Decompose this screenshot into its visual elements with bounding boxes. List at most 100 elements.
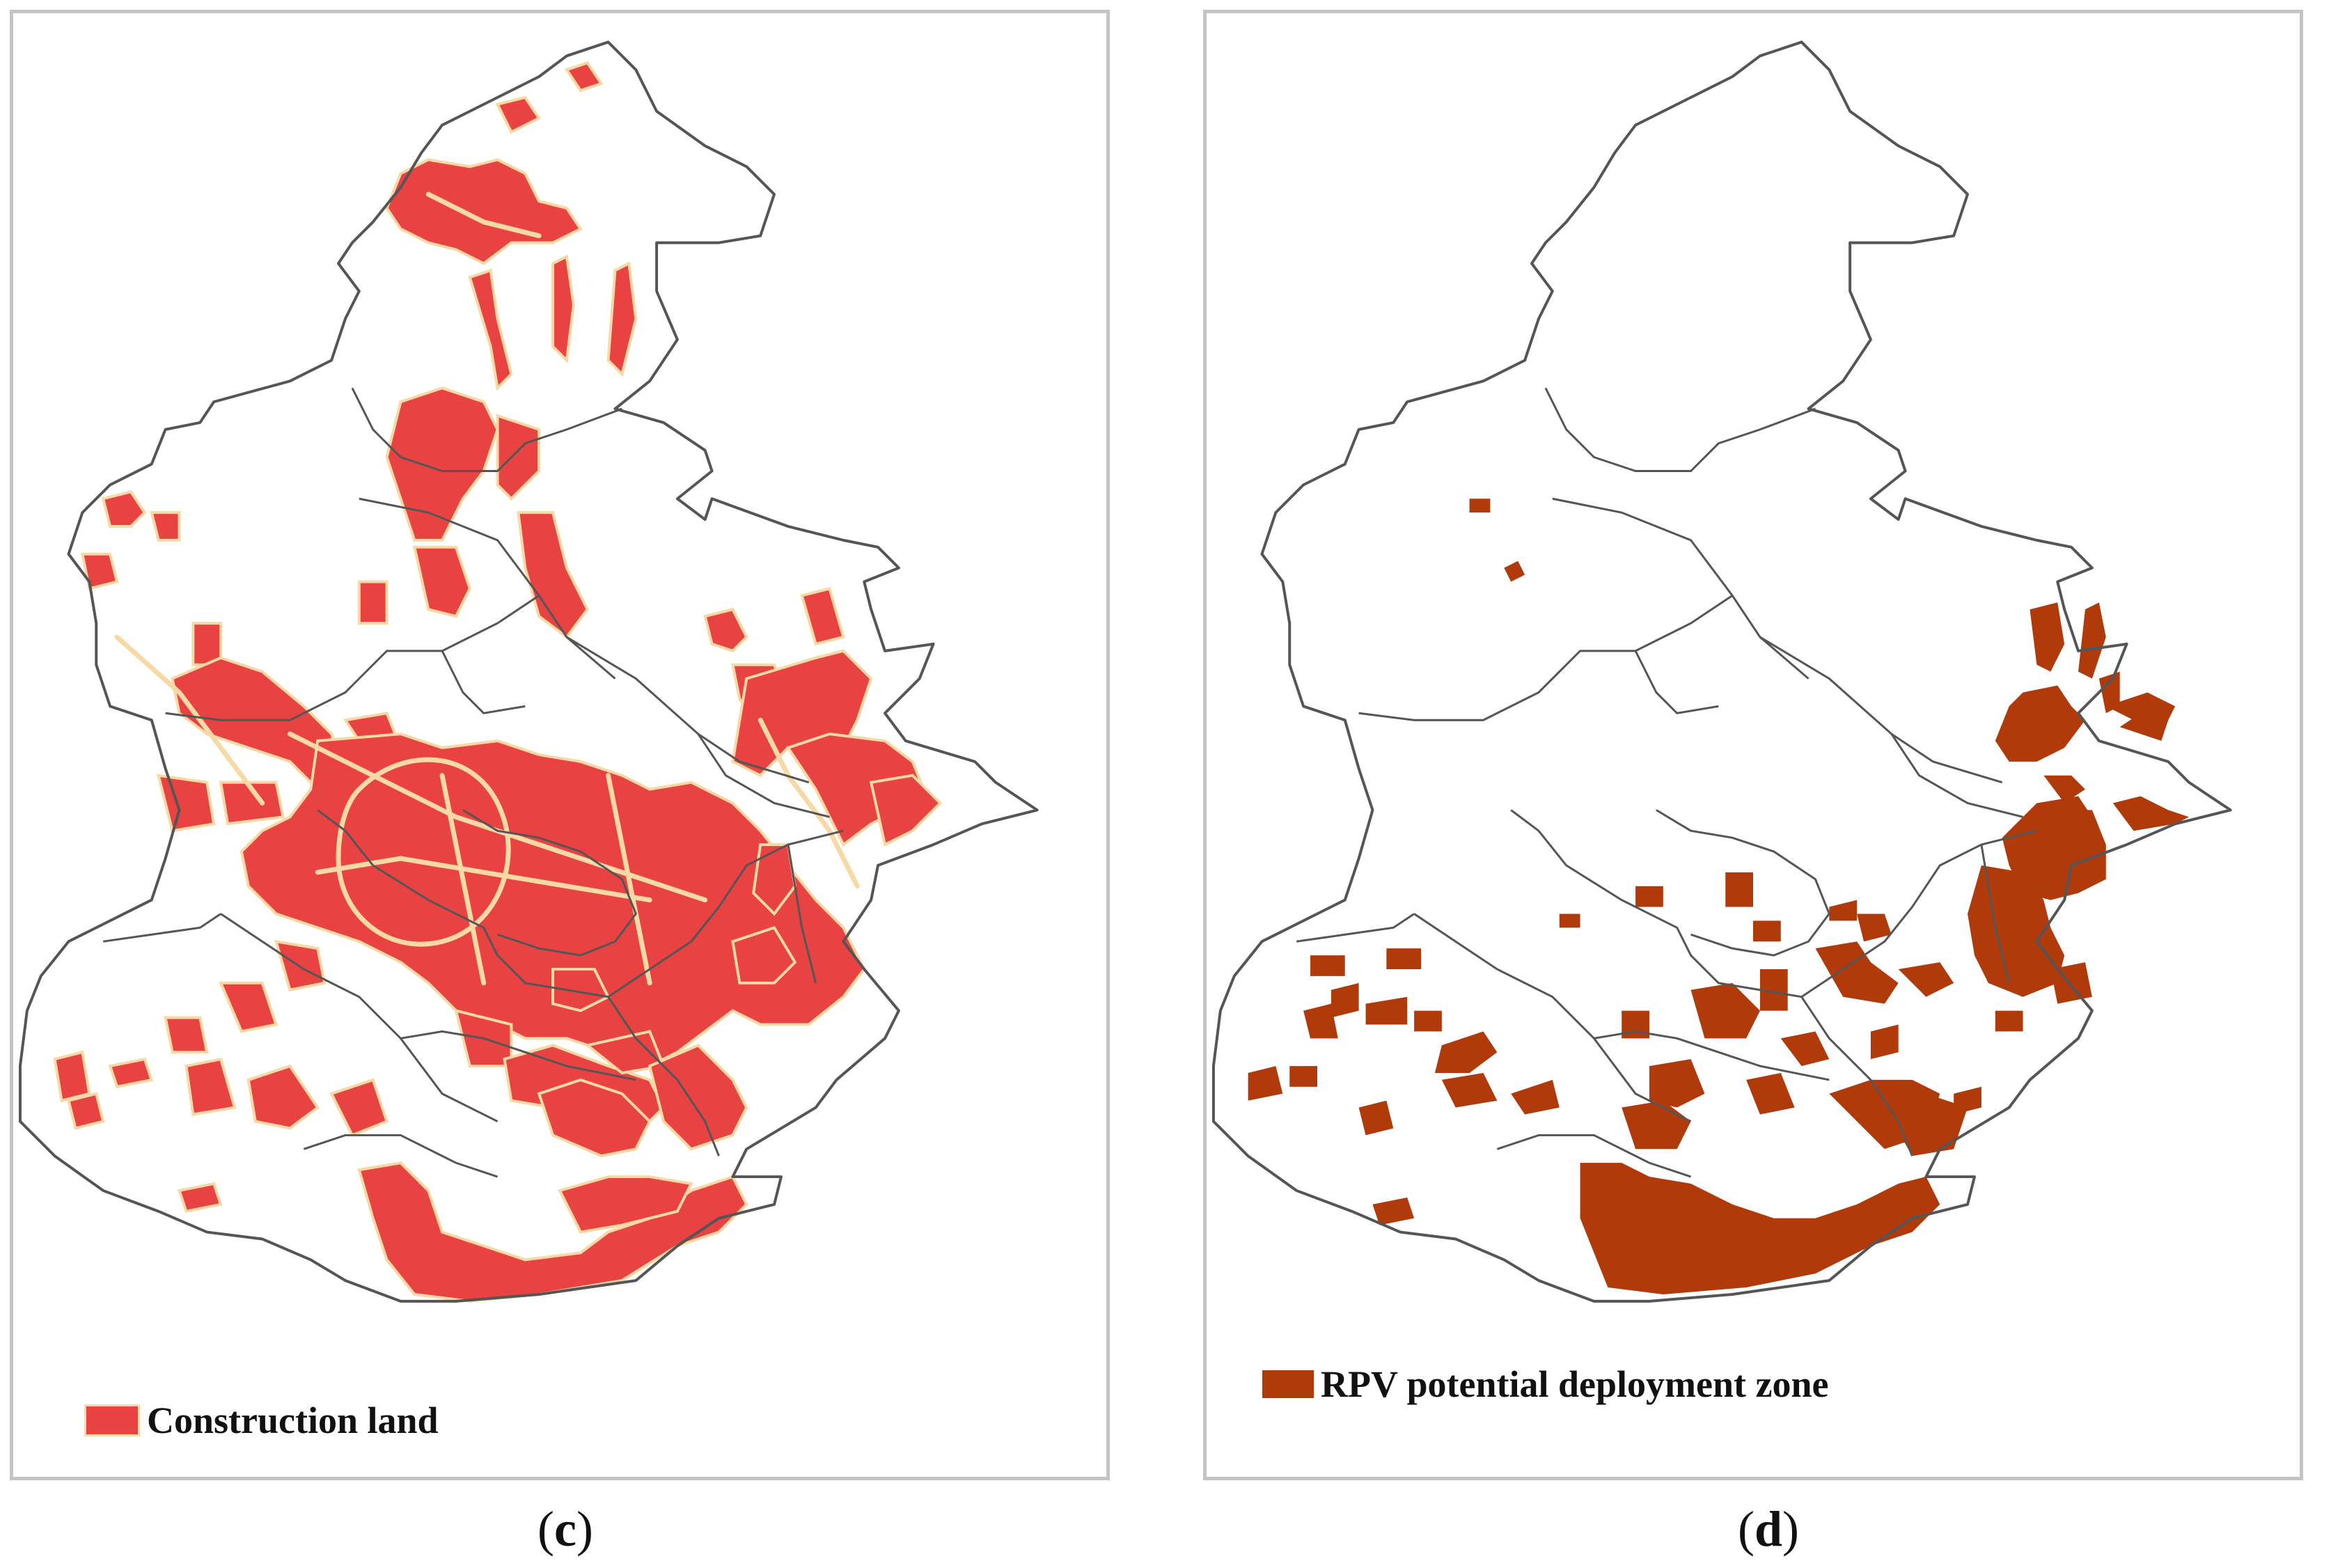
rpv-zone-patch (2064, 810, 2106, 852)
road-line (336, 757, 511, 947)
district-boundary-line (303, 1134, 499, 1178)
construction-land-patch (157, 774, 216, 833)
rpv-zone-patch (1690, 982, 1760, 1039)
map-panel-construction-land: Construction land (10, 10, 1110, 1480)
construction-land-patch (752, 843, 796, 916)
construction-land-patch (517, 511, 590, 639)
rpv-zone-patch (1248, 1066, 1283, 1101)
construction-land-patch (150, 511, 181, 542)
rpv-zone-patch (1310, 955, 1345, 976)
district-boundary-line (607, 996, 720, 1157)
panel-caption-d: (d) (1699, 1500, 1838, 1558)
rpv-zone-patch (1331, 982, 1359, 1018)
rpv-zone-patch (2078, 602, 2106, 679)
district-boundary-line (1759, 636, 2003, 784)
construction-land-patch (80, 552, 119, 590)
construction-land-patch (240, 732, 866, 1068)
district-boundary-line (1634, 650, 1719, 714)
district-boundary-line (1544, 387, 1816, 472)
rpv-zone-patch (1511, 1079, 1560, 1115)
construction-land-patch (67, 1092, 105, 1130)
road-line (425, 191, 542, 239)
road-line (606, 773, 652, 986)
rpv-zone-patch (1725, 872, 1753, 907)
construction-land-patch (412, 545, 471, 618)
road-line (114, 634, 265, 806)
district-boundary-line (1656, 809, 1830, 957)
caption-close-paren: ) (1782, 1501, 1799, 1557)
rpv-zone-patch (1580, 1163, 1940, 1294)
rpv-zone-patch (1995, 1010, 2023, 1032)
construction-land-patch (101, 490, 147, 528)
rpv-zone-patch (1358, 1100, 1394, 1136)
caption-close-paren: ) (576, 1501, 593, 1557)
region-outline (18, 40, 1039, 1303)
rpv-zone-patch (2030, 602, 2065, 672)
district-boundary-line (441, 650, 526, 714)
construction-land-map (18, 40, 1039, 1303)
rpv-zone-patch (1780, 1031, 1830, 1067)
construction-land-patch (53, 1050, 91, 1103)
district-boundary-line (351, 387, 622, 472)
construction-land-patch (219, 981, 278, 1033)
rpv-zone-patch (1434, 1031, 1498, 1073)
rpv-zone-patch (1441, 1073, 1498, 1108)
legend: Construction land (84, 1399, 439, 1442)
district-boundary-line (697, 733, 830, 818)
district-boundary-line (1296, 913, 1415, 943)
road-line (439, 773, 487, 986)
rpv-deployment-map (1211, 40, 2232, 1303)
caption-letter: d (1754, 1501, 1783, 1557)
construction-land-patch (385, 158, 583, 265)
legend-label-rpv-zone: RPV potential deployment zone (1321, 1363, 1829, 1405)
construction-land-patch (564, 61, 604, 93)
rpv-zone-patch (1303, 1003, 1338, 1039)
district-boundary-line (1358, 595, 1734, 721)
construction-land-patch (551, 254, 575, 363)
rpv-zone-patch (1857, 914, 1892, 942)
district-boundary-line (220, 913, 499, 1122)
construction-land-patch (329, 1078, 389, 1137)
rpv-zone-patch (1289, 1066, 1317, 1087)
rpv-zone-patch (1995, 685, 2085, 762)
legend-label-construction-land: Construction land (147, 1400, 439, 1441)
construction-land-patch (537, 1078, 652, 1158)
construction-land-patch (558, 1175, 693, 1234)
construction-land-patch (246, 1064, 320, 1130)
road-line (758, 717, 860, 889)
map-panel-rpv-deployment: RPV potential deployment zone (1203, 10, 2303, 1480)
rpv-zone-patch (1968, 865, 2065, 997)
rpv-zone-patch (1365, 996, 1408, 1025)
district-boundary-line (1890, 733, 2023, 818)
caption-open-paren: ( (1737, 1501, 1755, 1557)
rpv-zone-patch (1759, 969, 1788, 1011)
rpv-zone-patch (1829, 900, 1858, 921)
road-line (315, 856, 652, 903)
rpv-deployment-areas (1248, 499, 2190, 1294)
district-boundary-line (1413, 913, 1692, 1122)
rpv-zone-patch (1870, 1024, 1899, 1060)
caption-open-paren: ( (537, 1501, 555, 1557)
construction-land-patch (731, 925, 797, 985)
district-boundary-line (462, 809, 637, 957)
district-boundary-line (1980, 844, 2011, 984)
region-outline (1211, 40, 2232, 1303)
rpv-zone-patch (1469, 499, 1491, 513)
district-boundary-line (359, 497, 616, 680)
rpv-zone-patch (1622, 1100, 1691, 1150)
construction-land-patch (219, 781, 285, 826)
district-boundary-line (317, 809, 609, 998)
rpv-zone-patch (1815, 941, 1899, 1004)
construction-land-patch (108, 1057, 154, 1089)
construction-land-patch (357, 580, 388, 625)
rpv-zone-patch (1746, 1073, 1795, 1115)
construction-land-patch (647, 1043, 748, 1151)
district-boundary-line (1510, 809, 1802, 998)
legend-swatch-construction-land (84, 1404, 140, 1436)
district-boundary-line (1496, 1134, 1692, 1178)
construction-land-patch (185, 1057, 237, 1116)
district-boundary-line (165, 595, 540, 721)
construction-land-patch (800, 587, 845, 646)
rpv-zone-patch (1649, 1059, 1705, 1108)
district-boundaries (18, 40, 1039, 1303)
